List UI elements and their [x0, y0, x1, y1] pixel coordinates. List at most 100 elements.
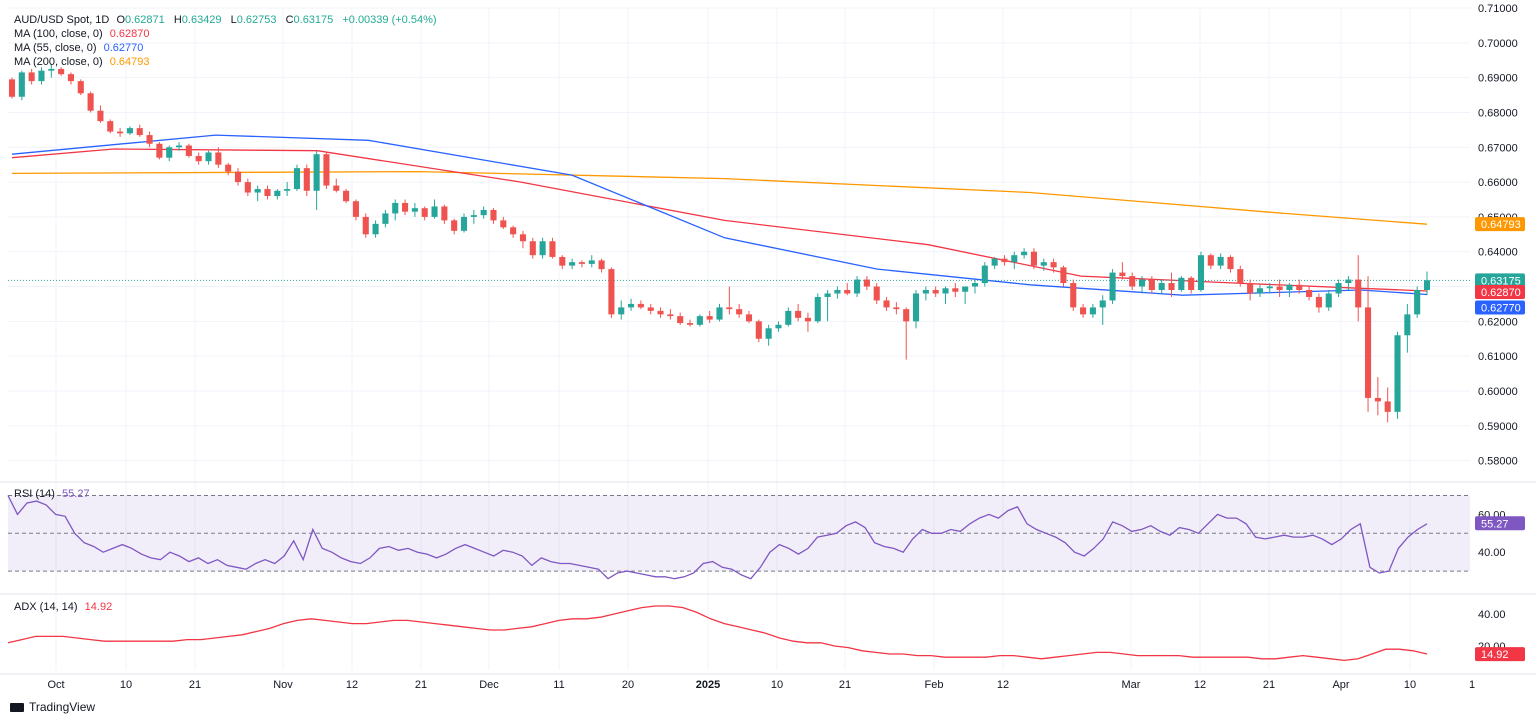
time-tick-label: 11: [553, 679, 564, 691]
time-tick-label: 21: [839, 679, 851, 691]
candle-body: [942, 288, 949, 294]
price-tick-label: 0.68000: [1478, 107, 1518, 119]
legend-ma100-row[interactable]: MA (100, close, 0) 0.62870: [14, 28, 153, 40]
candle: [1237, 265, 1244, 287]
candle: [1080, 303, 1087, 318]
time-tick-label: Feb: [925, 679, 944, 691]
candle-body: [863, 279, 870, 287]
candle-body: [362, 216, 369, 235]
candle-body: [402, 202, 409, 212]
candle: [1276, 279, 1283, 297]
candle-body: [912, 293, 920, 322]
candle-body: [97, 110, 104, 122]
candle: [1001, 255, 1008, 266]
candles[interactable]: [8, 63, 1431, 423]
legend-ma200-row[interactable]: MA (200, close, 0) 0.64793: [14, 56, 153, 68]
candle: [1197, 251, 1205, 292]
candle-body: [225, 164, 232, 172]
candle: [1119, 262, 1126, 280]
candle-body: [1345, 279, 1352, 284]
legend-l-label: L: [230, 14, 237, 26]
candle: [1374, 377, 1381, 416]
candle-body: [991, 258, 998, 266]
candle-body: [107, 121, 114, 132]
candle: [647, 303, 654, 315]
candle: [1217, 253, 1224, 270]
legend-open: 0.62871: [125, 14, 165, 26]
candle: [667, 309, 674, 320]
candle: [1138, 276, 1146, 294]
legend-adx-row[interactable]: ADX (14, 14) 14.92: [14, 601, 116, 613]
candle: [215, 147, 222, 169]
candle: [1345, 276, 1352, 290]
candle-body: [58, 68, 65, 75]
last-price-badge: 0.63175: [1475, 273, 1525, 288]
candle: [1168, 272, 1175, 297]
adx-badge: 14.92: [1475, 647, 1525, 662]
ma200-line: [11, 170, 1428, 225]
candle: [844, 283, 851, 296]
candle-body: [431, 206, 438, 217]
candle: [922, 286, 929, 301]
candle-body: [519, 234, 527, 242]
candle-body: [323, 154, 330, 186]
candle-body: [893, 307, 900, 310]
candle: [274, 189, 281, 200]
candle-body: [38, 70, 45, 82]
legend-adx-value: 14.92: [84, 601, 113, 613]
candle: [107, 119, 114, 134]
candle-body: [195, 155, 202, 162]
candle: [873, 283, 880, 304]
candle: [451, 218, 458, 235]
candle-body: [1040, 262, 1047, 266]
legend-ma55-row[interactable]: MA (55, close, 0) 0.62770: [14, 42, 147, 54]
candle: [411, 202, 418, 217]
candle: [1286, 283, 1293, 297]
candle: [1188, 276, 1195, 294]
candle-body: [352, 201, 359, 217]
candle: [303, 164, 310, 196]
candle: [745, 310, 753, 324]
candle: [1296, 279, 1303, 294]
candle-body: [775, 324, 782, 329]
candle: [205, 150, 212, 165]
tradingview-footer[interactable]: TradingView: [10, 700, 95, 714]
candle-body: [490, 209, 497, 221]
candle-body: [1335, 283, 1342, 294]
candle: [1207, 253, 1214, 270]
candle-body: [716, 307, 723, 320]
time-tick-label: Dec: [479, 679, 499, 691]
candle: [785, 307, 792, 327]
candle: [77, 79, 84, 96]
candle: [352, 199, 359, 221]
candle-body: [117, 131, 124, 134]
candle: [166, 145, 173, 162]
legend-c-label: C: [285, 14, 294, 26]
candle-body: [981, 265, 988, 284]
ma55-badge-bg: [1475, 300, 1525, 315]
candle-body: [726, 307, 733, 310]
legend-rsi-row[interactable]: RSI (14) 55.27: [14, 488, 94, 500]
candle: [1030, 248, 1037, 270]
candle-body: [313, 154, 320, 191]
candle: [1423, 271, 1431, 296]
ma200-badge-text: 0.64793: [1481, 219, 1521, 231]
time-tick-label: 21: [415, 679, 427, 691]
candle: [225, 162, 232, 176]
candle: [1109, 269, 1116, 304]
candle-body: [598, 260, 605, 270]
candle-body: [844, 290, 851, 294]
candle-body: [1158, 283, 1165, 290]
main-legend[interactable]: AUD/USD Spot, 1D O0.62871 H0.63429 L0.62…: [14, 14, 441, 26]
candle-body: [677, 316, 684, 324]
candle: [58, 67, 65, 76]
candle-body: [1306, 290, 1313, 297]
price-tick-label: 0.62000: [1478, 316, 1518, 328]
candle-body: [873, 286, 880, 301]
candle: [1414, 286, 1421, 318]
candle: [1355, 255, 1362, 322]
price-axis[interactable]: 0.71000 0.70000 0.69000 0.68000 0.67000 0.660…: [1478, 3, 1518, 653]
candle: [510, 225, 517, 238]
time-axis[interactable]: Oct 10 21 Nov 12 21 Dec 11 20 2025 10 21 Feb 12 Mar 12 2…: [47, 679, 1475, 691]
